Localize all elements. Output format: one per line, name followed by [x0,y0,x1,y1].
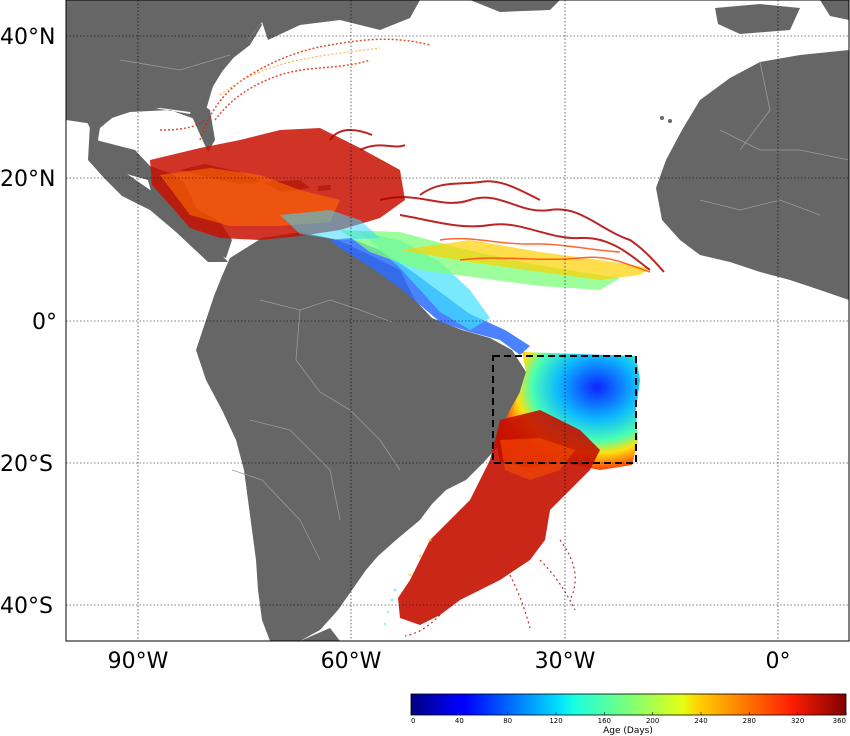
colorbar: 0 40 80 120 160 200 240 280 320 360 Age (Days) [410,693,847,736]
lon-label-0: 0° [766,649,791,674]
colorbar-tick-label: 120 [549,717,562,725]
colorbar-tick-label: 80 [503,717,512,725]
lat-label-20n: 20°N [0,167,55,192]
canada-maritime [250,0,420,40]
lon-label-90w: 90°W [108,649,169,674]
iberia [715,4,800,34]
patagonia-islands [300,628,340,641]
colorbar-gradient [410,693,847,716]
particle-trajectories [150,38,665,637]
colorbar-tick-label: 360 [833,717,846,725]
caribbean-orange [160,168,340,226]
lat-label-40n: 40°N [0,25,55,50]
south-america-landmass [196,232,526,641]
colorbar-tick-label: 200 [646,717,659,725]
colorbar-tick-label: 0 [411,717,415,725]
map-gridlines [66,0,849,641]
source-region-box [492,355,637,464]
africa-landmass [656,50,849,300]
lat-label-eq: 0° [32,310,57,335]
colorbar-tick-label: 40 [455,717,464,725]
florida-peninsula [190,100,215,152]
europe-north [820,0,849,20]
colorbar-tick-label: 240 [694,717,707,725]
north-america-west [66,0,262,262]
caribbean-cyan [280,210,380,240]
map-frame [65,0,850,642]
north-equatorial-yellow [400,240,650,280]
colorbar-tick-label: 280 [743,717,756,725]
colorbar-tick-label: 320 [791,717,804,725]
brazil-current-orange [500,438,575,480]
lat-label-40s: 40°S [0,594,53,619]
colorbar-tick-label: 160 [598,717,611,725]
lat-label-20s: 20°S [0,452,53,477]
colorbar-label: Age (Days) [603,726,653,736]
lon-label-30w: 30°W [535,649,596,674]
lon-label-60w: 60°W [321,649,382,674]
colorbar-ticks: 0 40 80 120 160 200 240 280 320 360 [410,712,847,725]
country-borders [119,54,849,561]
greenland [470,0,560,12]
